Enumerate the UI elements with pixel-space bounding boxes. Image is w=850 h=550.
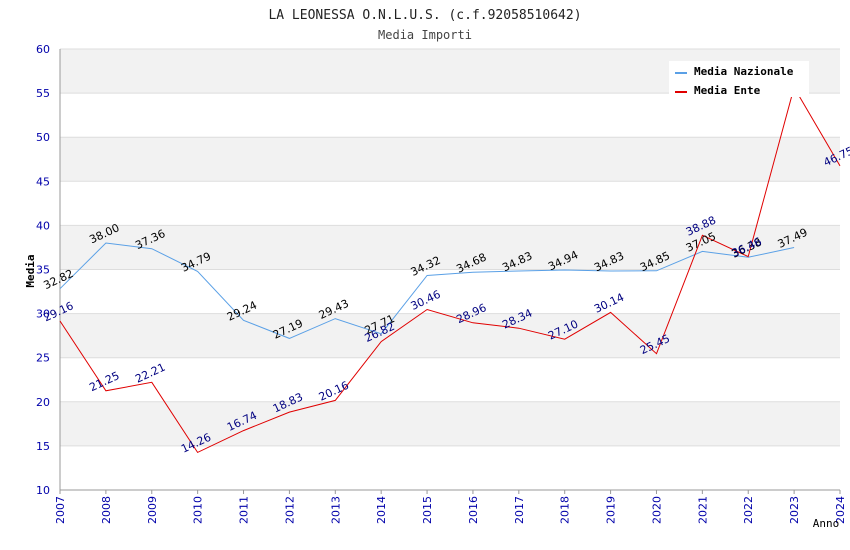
plot-band bbox=[60, 401, 840, 446]
x-tick-label: 2023 bbox=[788, 496, 801, 524]
x-tick-label: 2010 bbox=[192, 496, 205, 524]
y-tick-label: 45 bbox=[36, 175, 50, 188]
x-tick-label: 2007 bbox=[54, 496, 67, 524]
plot-band bbox=[60, 225, 840, 270]
x-tick-labels: 2007 2008 2009 2010 2011 2012 2013 2014 2015 2016… bbox=[54, 490, 847, 524]
series-lines bbox=[59, 86, 841, 454]
x-tick-label: 2014 bbox=[375, 496, 388, 524]
plot-band bbox=[60, 313, 840, 358]
x-tick-label: 2011 bbox=[238, 496, 251, 524]
y-tick-label: 50 bbox=[36, 131, 50, 144]
y-tick-label: 60 bbox=[36, 43, 50, 56]
chart-subtitle: Media Importi bbox=[378, 28, 472, 42]
x-tick-label: 2022 bbox=[742, 496, 755, 524]
x-tick-label: 2015 bbox=[421, 496, 434, 524]
x-tick-label: 2024 bbox=[834, 496, 847, 524]
plot-band bbox=[60, 93, 840, 138]
x-axis-label: Anno bbox=[813, 517, 840, 530]
x-tick-label: 2009 bbox=[146, 496, 159, 524]
plot-band bbox=[60, 269, 840, 314]
y-tick-label: 15 bbox=[36, 440, 50, 453]
legend-box bbox=[669, 61, 809, 97]
plot-band bbox=[60, 445, 840, 490]
chart-title: LA LEONESSA O.N.L.U.S. (c.f.92058510642) bbox=[268, 8, 581, 23]
x-tick-label: 2008 bbox=[100, 496, 113, 524]
series-line-media-nazionale bbox=[59, 242, 795, 339]
x-tick-label: 2020 bbox=[650, 496, 663, 524]
x-tick-label: 2019 bbox=[605, 496, 618, 524]
y-tick-label: 25 bbox=[36, 352, 50, 365]
legend-label-media-nazionale: Media Nazionale bbox=[694, 65, 794, 78]
legend: Media Nazionale Media Ente bbox=[669, 61, 809, 97]
y-tick-label: 55 bbox=[36, 87, 50, 100]
plot-bands bbox=[60, 49, 840, 490]
legend-label-media-ente: Media Ente bbox=[694, 84, 761, 97]
y-tick-label: 10 bbox=[36, 484, 50, 497]
x-tick-label: 2021 bbox=[696, 496, 709, 524]
x-tick-label: 2017 bbox=[513, 496, 526, 524]
x-tick-label: 2018 bbox=[559, 496, 572, 524]
plot-band bbox=[60, 357, 840, 402]
x-tick-label: 2016 bbox=[467, 496, 480, 524]
y-tick-label: 35 bbox=[36, 264, 50, 277]
x-tick-label: 2012 bbox=[283, 496, 296, 524]
plot-band bbox=[60, 137, 840, 182]
y-tick-labels: 10 15 20 25 30 35 40 45 50 55 60 bbox=[36, 43, 50, 497]
y-tick-label: 30 bbox=[36, 308, 50, 321]
plot-band bbox=[60, 181, 840, 226]
y-axis-label: Media bbox=[24, 254, 37, 287]
y-tick-label: 20 bbox=[36, 396, 50, 409]
x-tick-label: 2013 bbox=[329, 496, 342, 524]
series-line-media-ente bbox=[59, 86, 841, 454]
y-tick-label: 40 bbox=[36, 219, 50, 232]
